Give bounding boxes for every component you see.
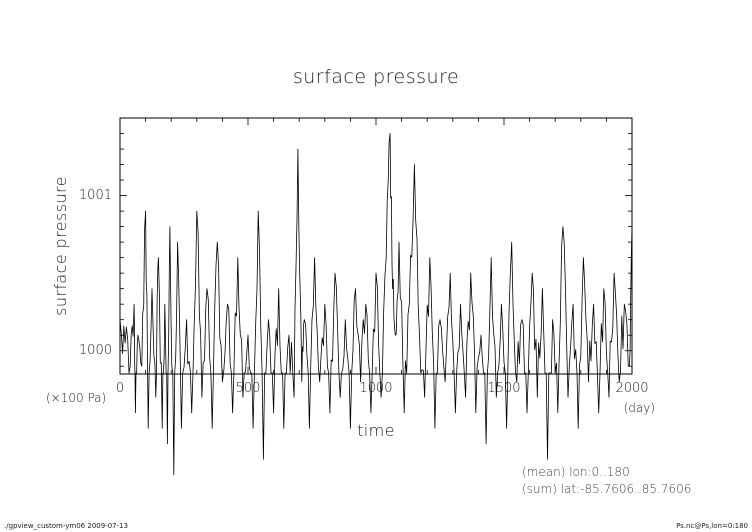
mean-note: (mean) lon:0..180 [522,465,630,479]
series-line [119,133,633,476]
x-axis-label: time [357,421,395,440]
x-tick-label-2000: 2000 [615,381,648,396]
x-tick-label-1500: 1500 [487,381,520,396]
x-axis-unit: (day) [624,401,655,415]
footer-left: ./gpview_custom-ym06 2009-07-13 [4,522,128,530]
y-axis-unit: (×100 Pa) [46,391,106,405]
plot-frame [119,117,633,375]
chart-title: surface pressure [293,66,459,88]
x-tick-label-1000: 1000 [359,381,392,396]
footer-right: Ps.nc@Ps,lon=0:180 [676,522,748,530]
y-tick-label-1001: 1001 [79,188,112,203]
x-tick-label-0: 0 [116,381,124,396]
y-tick-labels: 1000 1001 [79,188,112,358]
y-axis-label: surface pressure [51,176,70,316]
y-tick-label-1000: 1000 [79,343,112,358]
sum-note: (sum) lat:-85.7606..85.7606 [522,482,691,496]
y-ticks [120,117,632,367]
x-tick-label-500: 500 [236,381,261,396]
x-ticks [119,118,633,374]
